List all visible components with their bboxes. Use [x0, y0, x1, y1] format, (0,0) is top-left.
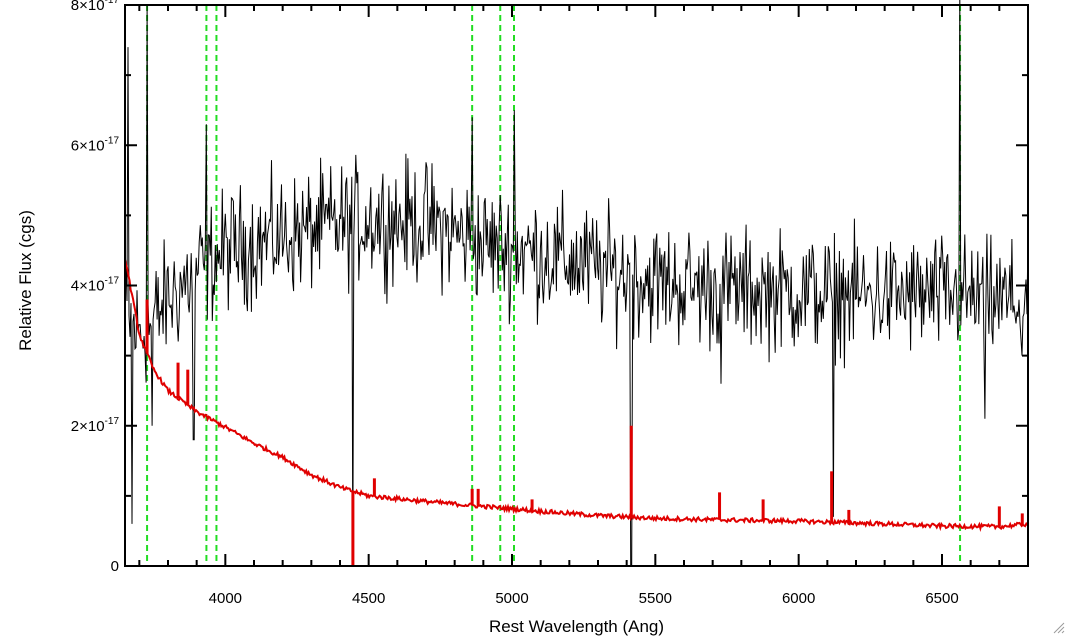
x-tick-label: 4500 — [352, 590, 385, 607]
x-tick-label: 5500 — [639, 590, 672, 607]
x-tick-label: 6000 — [782, 590, 815, 607]
resize-grip-icon[interactable] — [1053, 622, 1065, 634]
x-axis-title: Rest Wavelength (Ang) — [489, 617, 664, 636]
y-tick-label: 0 — [111, 558, 119, 575]
y-tick-label: 2×10-17 — [71, 416, 120, 435]
y-tick-label: 6×10-17 — [71, 135, 120, 154]
x-tick-label: 6500 — [925, 590, 958, 607]
x-tick-label: 4000 — [209, 590, 242, 607]
y-axis-title: Relative Flux (cgs) — [16, 210, 35, 351]
observed-spectrum-line — [125, 0, 1028, 566]
y-tick-label: 4×10-17 — [71, 276, 120, 295]
x-tick-label: 5000 — [495, 590, 528, 607]
y-tick-label: 8×10-17 — [71, 0, 120, 14]
model-spectrum-line — [125, 259, 1028, 532]
